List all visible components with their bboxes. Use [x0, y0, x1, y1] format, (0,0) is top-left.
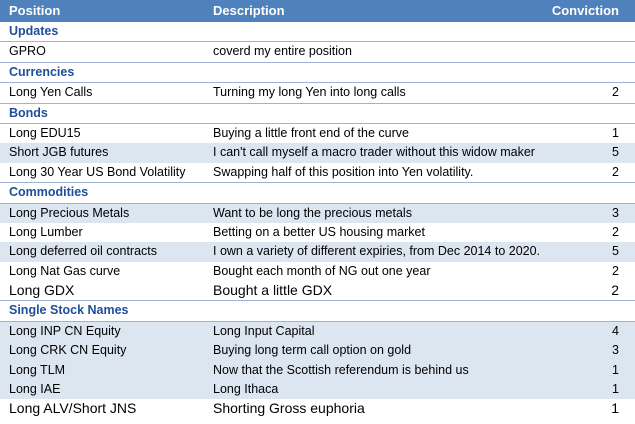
description-cell: Long Input Capital [213, 323, 315, 338]
position-cell: Long GDX [9, 282, 75, 299]
description-cell: Want to be long the precious metals [213, 205, 412, 220]
table-row: Long TLM Now that the Scottish referendu… [0, 360, 635, 381]
table-row: Long EDU15 Buying a little front end of … [0, 124, 635, 143]
conviction-cell: 4 [612, 323, 619, 338]
position-cell: Long EDU15 [9, 125, 81, 140]
header-position: Position [9, 3, 61, 18]
header-description: Description [213, 3, 285, 18]
section-currencies: Currencies [0, 61, 635, 84]
section-title: Single Stock Names [9, 303, 129, 318]
section-commodities: Commodities [0, 182, 635, 204]
description-cell: Swapping half of this position into Yen … [213, 164, 474, 179]
position-cell: Long INP CN Equity [9, 323, 121, 338]
position-cell: Long Yen Calls [9, 85, 93, 100]
description-cell: I can't call myself a macro trader witho… [213, 145, 535, 160]
table-header: Position Description Conviction [0, 0, 635, 22]
section-single-stock-names: Single Stock Names [0, 300, 635, 322]
conviction-cell: 2 [611, 282, 619, 299]
description-cell: coverd my entire position [213, 44, 352, 59]
description-cell: I own a variety of different expiries, f… [213, 244, 541, 259]
table-row: Long CRK CN Equity Buying long term call… [0, 341, 635, 361]
table-row: Long Nat Gas curve Bought each month of … [0, 262, 635, 281]
position-cell: GPRO [9, 44, 46, 59]
table-row: Long Precious Metals Want to be long the… [0, 203, 635, 223]
conviction-cell: 2 [612, 85, 619, 100]
description-cell: Turning my long Yen into long calls [213, 85, 406, 100]
table-row: Long GDX Bought a little GDX 2 [0, 281, 635, 300]
conviction-cell: 5 [612, 145, 619, 160]
conviction-cell: 2 [612, 164, 619, 179]
section-bonds: Bonds [0, 102, 635, 124]
table-row: Long Yen Calls Turning my long Yen into … [0, 83, 635, 102]
position-cell: Long Lumber [9, 224, 83, 239]
table-row: Long Lumber Betting on a better US housi… [0, 223, 635, 242]
section-updates: Updates [0, 22, 635, 43]
position-cell: Long deferred oil contracts [9, 244, 158, 259]
table-row: Short JGB futures I can't call myself a … [0, 143, 635, 163]
conviction-cell: 1 [611, 400, 619, 417]
table-row: Long INP CN Equity Long Input Capital 4 [0, 321, 635, 342]
position-cell: Long IAE [9, 382, 61, 397]
conviction-cell: 1 [612, 362, 619, 377]
position-cell: Long TLM [9, 362, 66, 377]
description-cell: Now that the Scottish referendum is behi… [213, 362, 469, 377]
table-row: Long ALV/Short JNS Shorting Gross euphor… [0, 399, 635, 418]
description-cell: Buying a little front end of the curve [213, 125, 409, 140]
table-row: Long 30 Year US Bond Volatility Swapping… [0, 163, 635, 182]
section-title: Updates [9, 24, 59, 38]
conviction-cell: 3 [612, 205, 619, 220]
conviction-cell: 1 [612, 382, 619, 397]
description-cell: Shorting Gross euphoria [213, 400, 365, 417]
header-conviction: Conviction [551, 3, 619, 18]
position-cell: Long Precious Metals [9, 205, 130, 220]
description-cell: Bought each month of NG out one year [213, 263, 431, 278]
table-row: GPRO coverd my entire position [0, 42, 635, 61]
position-cell: Short JGB futures [9, 145, 109, 160]
conviction-cell: 5 [612, 244, 619, 259]
section-title: Commodities [9, 185, 89, 200]
position-cell: Long 30 Year US Bond Volatility [9, 164, 186, 179]
conviction-cell: 3 [612, 343, 619, 358]
section-title: Bonds [9, 105, 48, 120]
section-title: Currencies [9, 64, 75, 79]
description-cell: Bought a little GDX [213, 282, 333, 299]
conviction-cell: 1 [612, 125, 619, 140]
conviction-cell: 2 [612, 263, 619, 278]
position-cell: Long CRK CN Equity [9, 343, 127, 358]
conviction-cell: 2 [612, 224, 619, 239]
position-cell: Long Nat Gas curve [9, 263, 121, 278]
description-cell: Betting on a better US housing market [213, 224, 425, 239]
table-row: Long IAE Long Ithaca 1 [0, 380, 635, 400]
position-cell: Long ALV/Short JNS [9, 400, 137, 417]
description-cell: Long Ithaca [213, 382, 279, 397]
description-cell: Buying long term call option on gold [213, 343, 412, 358]
table-row: Long deferred oil contracts I own a vari… [0, 242, 635, 262]
